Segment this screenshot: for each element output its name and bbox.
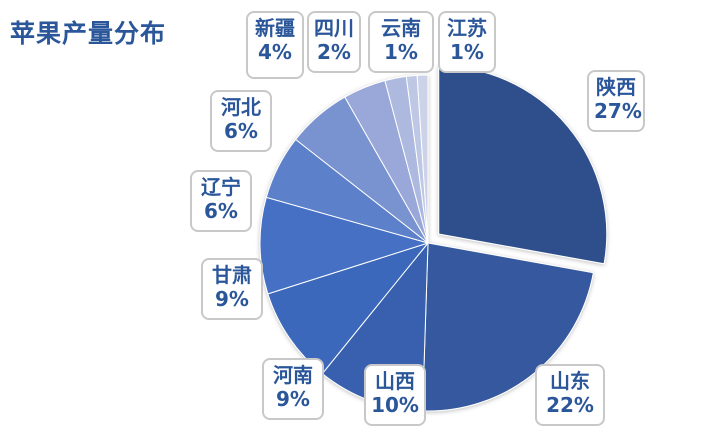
data-label-category: 河北 xyxy=(221,95,261,119)
data-label-value: 2% xyxy=(317,40,351,64)
data-label: 江苏 1% xyxy=(438,11,496,73)
data-label: 山西 10% xyxy=(364,364,426,426)
data-label-category: 辽宁 xyxy=(201,175,241,199)
data-label: 河南 9% xyxy=(262,358,324,420)
pie-slice-陕西 xyxy=(438,65,608,265)
data-label-category: 云南 xyxy=(381,16,421,40)
data-label-value: 4% xyxy=(258,40,292,64)
data-label-value: 22% xyxy=(546,393,594,417)
pie-slice-甘肃 xyxy=(259,196,430,295)
data-label-value: 10% xyxy=(371,393,419,417)
chart-title: 苹果产量分布 xyxy=(10,19,167,48)
data-label-value: 27% xyxy=(594,99,642,123)
data-label-value: 1% xyxy=(384,40,418,64)
data-label: 河北 6% xyxy=(210,90,272,152)
data-label-value: 1% xyxy=(450,40,484,64)
data-label: 山东 22% xyxy=(535,364,605,426)
data-label-value: 9% xyxy=(215,287,249,311)
data-label-category: 新疆 xyxy=(255,16,295,40)
data-label: 陕西 27% xyxy=(587,70,645,132)
data-label-category: 四川 xyxy=(314,16,354,40)
data-label-category: 河南 xyxy=(273,363,313,387)
data-label-category: 江苏 xyxy=(447,16,487,40)
data-label: 云南 1% xyxy=(368,11,434,73)
data-label-category: 陕西 xyxy=(596,75,636,99)
data-label: 辽宁 6% xyxy=(190,170,252,232)
data-label-value: 6% xyxy=(224,119,258,143)
data-label-category: 甘肃 xyxy=(212,263,252,287)
data-label-category: 山东 xyxy=(550,369,590,393)
data-label-value: 6% xyxy=(204,199,238,223)
data-label-value: 9% xyxy=(276,387,310,411)
pie-slice-山东 xyxy=(422,242,594,412)
data-label: 甘肃 9% xyxy=(201,258,263,320)
data-label-category: 山西 xyxy=(375,369,415,393)
data-label: 四川 2% xyxy=(307,11,361,73)
data-label: 新疆 4% xyxy=(246,11,304,79)
pie-slice-江苏 xyxy=(416,74,429,244)
